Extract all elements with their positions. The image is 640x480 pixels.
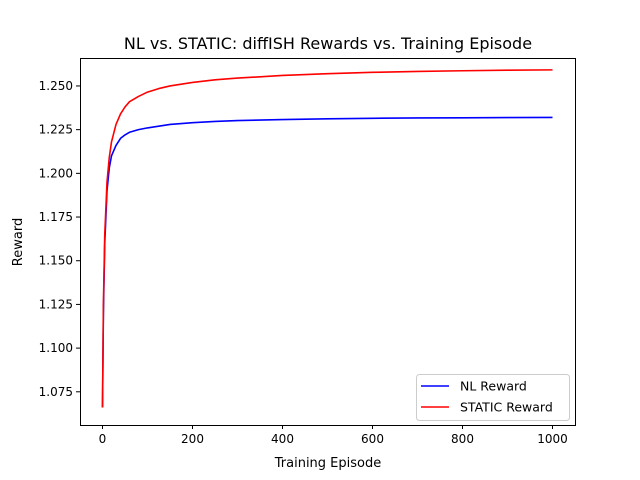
plot-lines [101,69,553,408]
x-tick-label: 600 [361,432,384,446]
legend-label-static: STATIC Reward [460,400,553,415]
x-tick-label: 200 [181,432,204,446]
y-tick-label: 1.150 [39,254,73,268]
series-line-static [101,69,553,408]
y-tick-label: 1.175 [39,210,73,224]
y-tick-label: 1.225 [39,123,73,137]
x-axis-label: Training Episode [274,456,381,471]
series-line-nl [101,116,553,408]
y-tick-label: 1.075 [39,385,73,399]
x-tick-label: 800 [451,432,474,446]
y-axis: 1.075 1.100 1.125 1.150 1.175 1.200 1.225 1.250 [39,79,80,399]
legend-box [416,374,570,421]
y-tick-label: 1.200 [39,166,73,180]
y-axis-label: Reward [11,218,26,266]
x-tick-label: 1000 [537,432,568,446]
y-tick-label: 1.250 [39,79,73,93]
y-tick-label: 1.125 [39,297,73,311]
y-tick-label: 1.100 [39,341,73,355]
legend-label-nl: NL Reward [460,379,527,394]
x-tick-label: 0 [99,432,107,446]
plot-frame [80,58,576,426]
legend: NL Reward STATIC Reward [416,374,570,421]
x-tick-label: 400 [271,432,294,446]
x-axis: 0 200 400 600 800 1000 [99,425,568,446]
chart-title: NL vs. STATIC: diffISH Rewards vs. Train… [124,34,532,53]
